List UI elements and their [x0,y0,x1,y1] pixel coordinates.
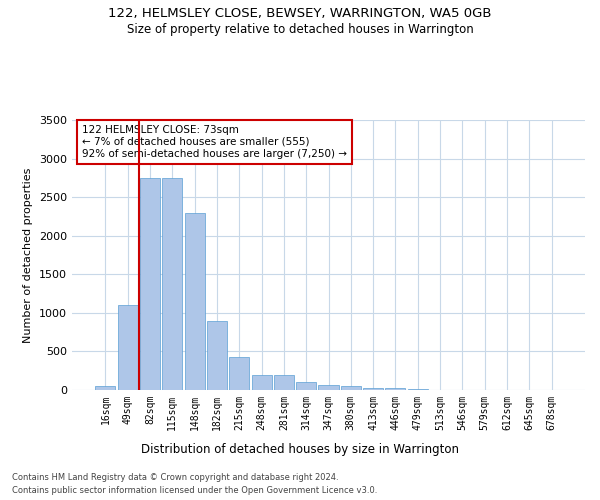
Y-axis label: Number of detached properties: Number of detached properties [23,168,34,342]
Bar [296,382,316,390]
Text: Distribution of detached houses by size in Warrington: Distribution of detached houses by size … [141,442,459,456]
Text: Contains HM Land Registry data © Crown copyright and database right 2024.: Contains HM Land Registry data © Crown c… [12,472,338,482]
Text: Size of property relative to detached houses in Warrington: Size of property relative to detached ho… [127,22,473,36]
Bar [140,178,160,390]
Bar [118,305,138,390]
Bar [95,386,115,390]
Text: Contains public sector information licensed under the Open Government Licence v3: Contains public sector information licen… [12,486,377,495]
Bar [385,388,406,390]
Bar [251,374,272,390]
Bar [319,384,338,390]
Bar [274,374,294,390]
Bar [408,389,428,390]
Text: 122, HELMSLEY CLOSE, BEWSEY, WARRINGTON, WA5 0GB: 122, HELMSLEY CLOSE, BEWSEY, WARRINGTON,… [108,8,492,20]
Bar [229,357,249,390]
Bar [185,212,205,390]
Text: 122 HELMSLEY CLOSE: 73sqm
← 7% of detached houses are smaller (555)
92% of semi-: 122 HELMSLEY CLOSE: 73sqm ← 7% of detach… [82,126,347,158]
Bar [341,386,361,390]
Bar [162,178,182,390]
Bar [363,388,383,390]
Bar [207,320,227,390]
